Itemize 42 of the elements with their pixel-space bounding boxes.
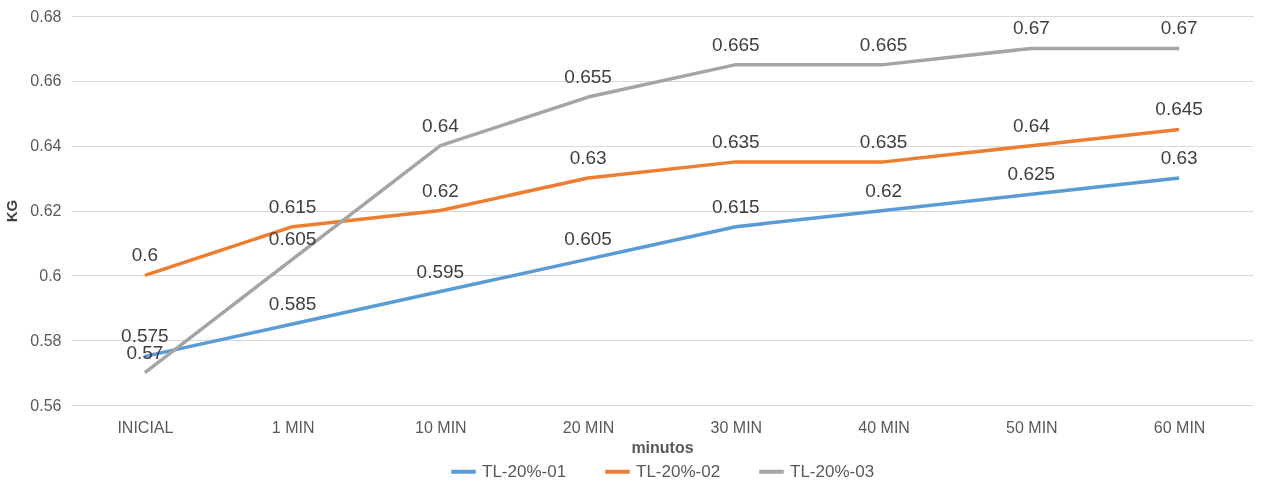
x-tick-label: 30 MIN (710, 418, 763, 436)
data-label: 0.585 (268, 292, 317, 314)
x-tick-label: INICIAL (117, 418, 174, 436)
data-label: 0.62 (421, 179, 459, 201)
x-tick-label: 1 MIN (271, 418, 315, 436)
data-label: 0.605 (564, 228, 612, 250)
legend-label: TL-20%-02 (636, 461, 721, 481)
data-label: 0.615 (712, 195, 760, 217)
x-tick-label: 60 MIN (1153, 418, 1206, 436)
y-tick-label: 0.56 (30, 396, 62, 414)
data-label: 0.665 (712, 33, 760, 55)
data-label: 0.595 (416, 260, 465, 282)
data-label: 0.665 (859, 33, 908, 55)
data-label: 0.67 (1012, 17, 1050, 39)
data-label: 0.63 (569, 147, 607, 169)
x-axis-title: minutos (631, 438, 694, 456)
data-label: 0.6 (131, 244, 159, 266)
data-label: 0.64 (421, 114, 460, 136)
data-label: 0.655 (564, 66, 612, 88)
data-label: 0.615 (268, 195, 317, 217)
data-label: 0.64 (1012, 114, 1051, 136)
x-tick-label: 10 MIN (415, 418, 467, 436)
legend-label: TL-20%-01 (482, 461, 567, 481)
data-label: 0.605 (268, 228, 317, 250)
y-tick-label: 0.64 (30, 137, 62, 155)
y-tick-label: 0.68 (30, 7, 62, 25)
y-tick-label: 0.6 (39, 266, 62, 284)
y-tick-label: 0.58 (30, 331, 62, 349)
data-label: 0.635 (712, 130, 760, 152)
y-tick-label: 0.62 (30, 202, 62, 219)
data-label: 0.63 (1160, 147, 1198, 169)
y-axis-title: KG (3, 199, 21, 223)
y-tick-label: 0.66 (30, 72, 62, 90)
data-label: 0.625 (1007, 163, 1056, 185)
data-label: 0.635 (859, 130, 908, 152)
data-label: 0.67 (1160, 17, 1198, 39)
x-tick-label: 50 MIN (1006, 418, 1058, 436)
x-tick-label: 20 MIN (562, 418, 615, 436)
legend-label: TL-20%-03 (790, 461, 875, 481)
data-label: 0.645 (1155, 98, 1203, 120)
data-label: 0.62 (865, 179, 903, 201)
x-tick-label: 40 MIN (858, 418, 910, 436)
